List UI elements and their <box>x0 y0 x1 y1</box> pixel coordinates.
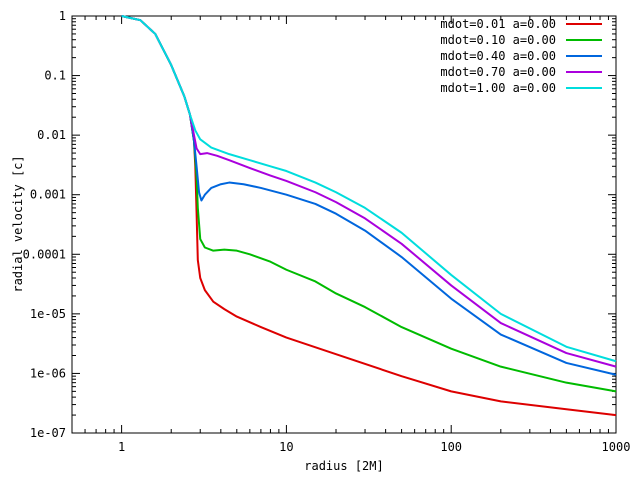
plot-border <box>71 15 617 434</box>
plot-frame <box>71 15 617 434</box>
y-tick-label: 1e-07 <box>30 426 66 440</box>
y-tick-label: 0.001 <box>30 188 66 202</box>
legend-label: mdot=0.70 a=0.00 <box>440 65 556 79</box>
series-line <box>121 15 617 363</box>
y-tick-label: 0.1 <box>44 69 66 83</box>
legend: mdot=0.01 a=0.00 mdot=0.10 a=0.00 mdot=0.4… <box>440 17 602 95</box>
y-tick-label: 0.0001 <box>23 247 66 261</box>
y-axis-title: radial velocity [c] <box>11 155 25 292</box>
y-tick-label: 1e-06 <box>30 366 66 380</box>
x-tick-label: 100 <box>440 440 462 454</box>
series-lines <box>121 15 617 417</box>
x-tick-label: 10 <box>279 440 293 454</box>
legend-label: mdot=0.01 a=0.00 <box>440 17 556 31</box>
legend-label: mdot=1.00 a=0.00 <box>440 81 556 95</box>
x-tick-label: 1 <box>118 440 125 454</box>
x-axis: 1 10 100 1000 <box>71 16 631 454</box>
y-tick-label: 1e-05 <box>30 307 66 321</box>
x-axis-title: radius [2M] <box>304 459 383 473</box>
y-tick-label: 1 <box>59 9 66 23</box>
y-axis: 1 0.1 0.01 0.001 0.0001 1e-05 1e-06 1e-07 <box>23 9 616 440</box>
legend-label: mdot=0.10 a=0.00 <box>440 33 556 47</box>
legend-label: mdot=0.40 a=0.00 <box>440 49 556 63</box>
x-tick-label: 1000 <box>602 440 631 454</box>
y-tick-label: 0.01 <box>37 128 66 142</box>
